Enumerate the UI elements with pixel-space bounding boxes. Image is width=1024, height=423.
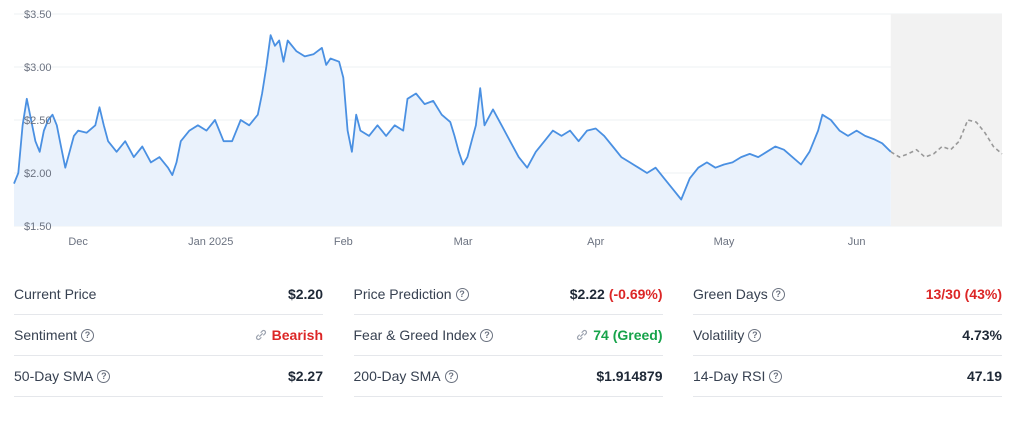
forecast-region — [890, 14, 1003, 226]
stat-sentiment: Sentiment? Bearish — [14, 315, 323, 356]
prediction-change: (-0.69%) — [608, 286, 663, 302]
stat-200-day-sma: 200-Day SMA? $1.914879 — [353, 356, 663, 397]
y-tick-label: $2.50 — [24, 115, 52, 127]
question-circle-icon[interactable]: ? — [769, 369, 783, 383]
x-axis: Dec Jan 2025 Feb Mar Apr May Jun — [68, 236, 865, 248]
stats-column-1: Current Price $2.20 Sentiment? Bearish 5… — [14, 274, 323, 397]
stat-label: Current Price — [14, 286, 97, 302]
stat-label: 50-Day SMA — [14, 368, 94, 384]
stat-price-prediction: Price Prediction? $2.22 (-0.69%) — [353, 274, 663, 315]
stat-value: 47.19 — [966, 368, 1002, 384]
stat-50-day-sma: 50-Day SMA? $2.27 — [14, 356, 323, 397]
x-tick-label: Feb — [334, 236, 353, 248]
link-icon[interactable] — [575, 328, 589, 342]
stat-label: 14-Day RSI — [693, 368, 766, 384]
stat-label: Sentiment — [14, 327, 78, 343]
stats-column-3: Green Days? 13/30 (43%) Volatility? 4.73… — [693, 274, 1002, 397]
stat-value: $2.20 — [287, 286, 323, 302]
question-circle-icon[interactable]: ? — [444, 369, 458, 383]
price-line — [13, 34, 892, 201]
stat-value: 13/30 (43%) — [925, 286, 1002, 302]
stat-value: 4.73% — [962, 327, 1002, 343]
y-tick-label: $3.50 — [24, 9, 52, 21]
stat-value: $1.914879 — [596, 368, 663, 384]
question-circle-icon[interactable]: ? — [81, 328, 95, 342]
x-tick-label: May — [714, 236, 735, 248]
y-axis: $3.50 $3.00 $2.50 $2.00 $1.50 — [24, 9, 52, 233]
question-circle-icon[interactable]: ? — [455, 287, 469, 301]
x-tick-label: Mar — [454, 236, 473, 248]
stat-label: 200-Day SMA — [353, 368, 441, 384]
link-icon[interactable] — [254, 328, 268, 342]
stat-label: Green Days — [693, 286, 768, 302]
question-circle-icon[interactable]: ? — [97, 369, 111, 383]
y-tick-label: $1.50 — [24, 221, 52, 233]
stat-current-price: Current Price $2.20 — [14, 274, 323, 315]
fear-greed-value: 74 (Greed) — [593, 327, 663, 343]
price-series — [13, 34, 892, 227]
stat-14-day-rsi: 14-Day RSI? 47.19 — [693, 356, 1002, 397]
prediction-value: $2.22 — [569, 286, 605, 302]
x-tick-label: Apr — [587, 236, 604, 248]
stat-label: Price Prediction — [353, 286, 452, 302]
question-circle-icon[interactable]: ? — [480, 328, 494, 342]
x-tick-label: Dec — [68, 236, 88, 248]
question-circle-icon[interactable]: ? — [748, 328, 762, 342]
stat-label: Volatility — [693, 327, 745, 343]
stats-panel: Current Price $2.20 Sentiment? Bearish 5… — [14, 274, 1002, 397]
price-chart: $3.50 $3.00 $2.50 $2.00 $1.50 Dec Jan 2025 Feb… — [13, 9, 1003, 248]
x-tick-label: Jan 2025 — [188, 236, 233, 248]
stat-fear-greed: Fear & Greed Index? 74 (Greed) — [353, 315, 663, 356]
y-tick-label: $3.00 — [24, 62, 52, 74]
x-tick-label: Jun — [848, 236, 866, 248]
stat-green-days: Green Days? 13/30 (43%) — [693, 274, 1002, 315]
question-circle-icon[interactable]: ? — [771, 287, 785, 301]
stat-volatility: Volatility? 4.73% — [693, 315, 1002, 356]
stat-label: Fear & Greed Index — [353, 327, 477, 343]
forecast-line — [890, 119, 1003, 158]
forecast-background — [890, 14, 1002, 226]
stats-column-2: Price Prediction? $2.22 (-0.69%) Fear & … — [353, 274, 663, 397]
sentiment-value: Bearish — [271, 327, 323, 343]
stat-value: $2.27 — [287, 368, 323, 384]
y-tick-label: $2.00 — [24, 168, 52, 180]
